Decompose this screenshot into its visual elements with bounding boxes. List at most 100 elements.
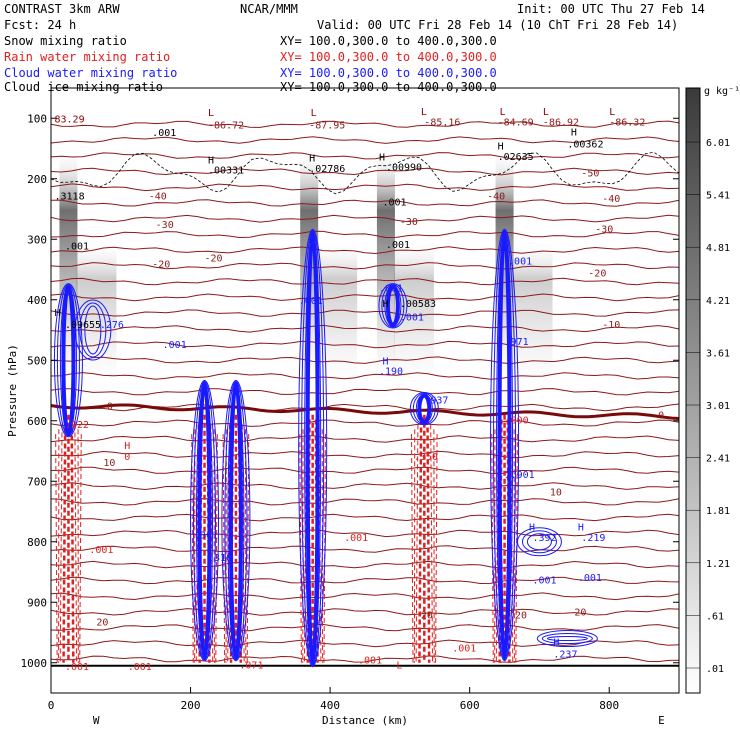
temperature-contour [51, 655, 679, 663]
temperature-contour [51, 529, 679, 538]
x-tick-label: 0 [48, 699, 55, 712]
field-annotation: H [498, 141, 504, 152]
cloud-water-contour [221, 379, 251, 662]
temperature-label: -40 [487, 192, 505, 203]
temperature-contour [51, 356, 679, 365]
field-annotation: .001 [89, 545, 113, 556]
temperature-label: 20 [515, 610, 527, 621]
rain-streak [191, 434, 194, 663]
field-annotation: .001 [358, 656, 382, 667]
field-annotation: L [609, 107, 615, 118]
cloud-water-contour [412, 393, 436, 425]
temperature-label: -40 [149, 192, 167, 203]
temperature-contour [51, 576, 679, 585]
field-annotation: .02635 [498, 152, 534, 163]
temperature-contour [51, 545, 679, 553]
cloud-water-contour [536, 630, 598, 648]
temperature-contour [51, 498, 679, 506]
temperature-contour [51, 623, 679, 632]
temperature-contour [51, 136, 679, 144]
y-tick-label: 200 [27, 173, 47, 186]
y-tick-label: 700 [27, 475, 47, 488]
rain-streak [79, 434, 82, 663]
temperature-label: 20 [574, 607, 586, 618]
snow-plume [512, 239, 553, 397]
temperature-label: -30 [156, 220, 174, 231]
forecast-hour: Fcst: 24 h [4, 18, 77, 32]
cloud-water-contour [301, 229, 325, 667]
temperature-contour [51, 152, 679, 160]
field-annotation: .600 [505, 416, 529, 427]
field-annotation: H [529, 523, 535, 534]
field-annotation: .001 [532, 575, 556, 586]
cloud-water-contour [304, 230, 322, 666]
field-annotation: .071 [239, 661, 263, 672]
rain-streak [59, 424, 63, 663]
legend-snow-xy: XY= 100.0,300.0 to 400.0,300.0 [280, 34, 497, 48]
cloud-water-contour [493, 229, 517, 661]
field-annotation: .350 [414, 452, 438, 463]
cloud-water-contour [496, 230, 514, 660]
temperature-contour [51, 482, 679, 491]
init-time: Init: 00 UTC Thu 27 Feb 14 [517, 2, 705, 16]
temperature-contour [51, 513, 679, 522]
field-annotation: .001 [379, 284, 403, 295]
field-annotation: .001 [65, 662, 89, 673]
field-annotation: .310 [208, 553, 232, 564]
rain-streak [55, 434, 58, 663]
temperature-label: 10 [550, 488, 562, 499]
y-tick-label: 1000 [21, 657, 48, 670]
rain-streak [435, 434, 438, 663]
y-tick-label: 100 [27, 112, 47, 125]
field-annotation: .001 [578, 573, 602, 584]
field-annotation: .001 [344, 533, 368, 544]
field-annotation: .09655 [65, 320, 101, 331]
temperature-contour [51, 120, 679, 128]
temperature-label: 20 [96, 618, 108, 629]
temperature-label: -30 [400, 217, 418, 228]
temperature-contour [51, 246, 679, 255]
temperature-label: -10 [602, 320, 620, 331]
field-annotation: L [396, 661, 402, 672]
cloud-water-contour [196, 381, 214, 660]
temperature-contour [51, 230, 679, 239]
temperature-contour [51, 309, 679, 317]
y-tick-label: 600 [27, 415, 47, 428]
field-annotation: 83.29 [54, 114, 84, 125]
field-annotation: L [311, 108, 317, 119]
temperature-label: -86.92 [543, 117, 579, 128]
field-annotation: H [382, 356, 388, 367]
field-annotation: .276 [100, 320, 124, 331]
temperature-label: -20 [205, 253, 223, 264]
field-annotation: .001 [299, 296, 323, 307]
cloud-water-contour [305, 230, 320, 666]
temperature-contour [51, 167, 679, 176]
cloud-water-contour [490, 228, 520, 662]
x-tick-label: 400 [320, 699, 340, 712]
temperature-label: -30 [595, 224, 613, 235]
cloud-water-contour [59, 285, 77, 436]
field-annotation: .001 [386, 240, 410, 251]
temperature-contour [51, 372, 679, 380]
temperature-label: -50 [581, 169, 599, 180]
colorbar-label: 2.41 [706, 454, 730, 465]
field-annotation: .971 [505, 337, 529, 348]
temperature-contour [51, 293, 679, 302]
temperature-contour [51, 214, 679, 223]
field-annotation: .001 [152, 128, 176, 139]
field-annotation: L [421, 107, 427, 118]
cloud-water-contour [84, 305, 102, 355]
colorbar-label: 5.41 [706, 191, 730, 202]
rain-streak [418, 419, 423, 663]
rain-streak [426, 419, 431, 663]
colorbar-unit: g kg⁻¹ [704, 86, 740, 97]
org-label: NCAR/MMM [240, 2, 298, 16]
cloud-water-contour [516, 527, 562, 557]
legend-snow-name: Snow mixing ratio [4, 34, 127, 48]
temperature-contour [51, 608, 679, 616]
rain-streak [246, 434, 250, 663]
field-annotation: L [500, 107, 506, 118]
temperature-label: -86.32 [609, 117, 645, 128]
colorbar-label: 3.01 [706, 401, 730, 412]
field-annotation: .237 [553, 650, 577, 661]
